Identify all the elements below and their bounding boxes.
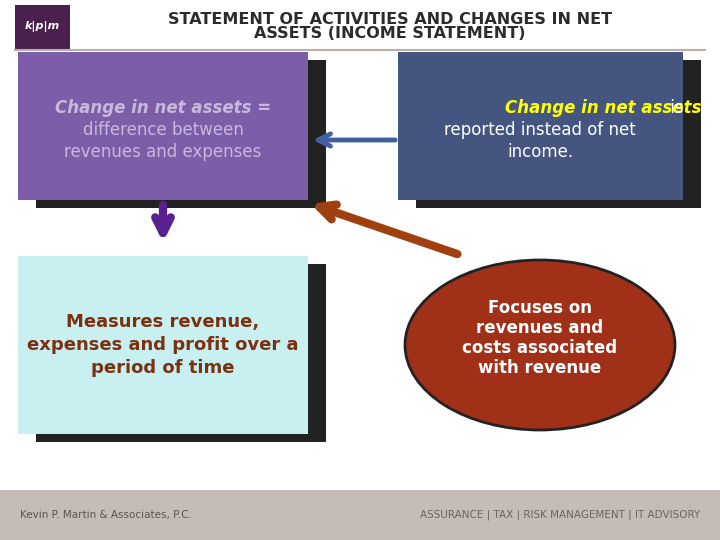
Text: ASSURANCE | TAX | RISK MANAGEMENT | IT ADVISORY: ASSURANCE | TAX | RISK MANAGEMENT | IT A…	[420, 510, 700, 520]
Bar	[18, 52, 308, 200]
Bar	[36, 264, 326, 442]
Text: with revenue: with revenue	[478, 359, 602, 377]
Bar	[398, 52, 683, 200]
Text: difference between: difference between	[83, 121, 243, 139]
Text: revenues and expenses: revenues and expenses	[64, 143, 261, 161]
Text: costs associated: costs associated	[462, 339, 618, 357]
Text: Focuses on: Focuses on	[488, 299, 592, 317]
Text: reported instead of net: reported instead of net	[444, 121, 636, 139]
Bar	[416, 60, 701, 208]
Text: expenses and profit over a: expenses and profit over a	[27, 336, 299, 354]
Text: income.: income.	[507, 143, 573, 161]
Bar	[0, 490, 720, 540]
Text: k|p|m: k|p|m	[24, 22, 60, 32]
Text: Measures revenue,: Measures revenue,	[66, 313, 260, 331]
Ellipse shape	[405, 260, 675, 430]
Text: STATEMENT OF ACTIVITIES AND CHANGES IN NET: STATEMENT OF ACTIVITIES AND CHANGES IN N…	[168, 11, 612, 26]
Text: Change in net assets =: Change in net assets =	[55, 99, 271, 117]
Text: ASSETS (INCOME STATEMENT): ASSETS (INCOME STATEMENT)	[254, 26, 526, 42]
FancyBboxPatch shape	[15, 5, 70, 50]
Text: is: is	[665, 99, 683, 117]
Bar	[36, 60, 326, 208]
Text: Change in net assets: Change in net assets	[505, 99, 701, 117]
Text: revenues and: revenues and	[477, 319, 603, 337]
Bar	[18, 256, 308, 434]
Text: Kevin P. Martin & Associates, P.C.: Kevin P. Martin & Associates, P.C.	[20, 510, 192, 520]
Text: period of time: period of time	[91, 359, 235, 377]
